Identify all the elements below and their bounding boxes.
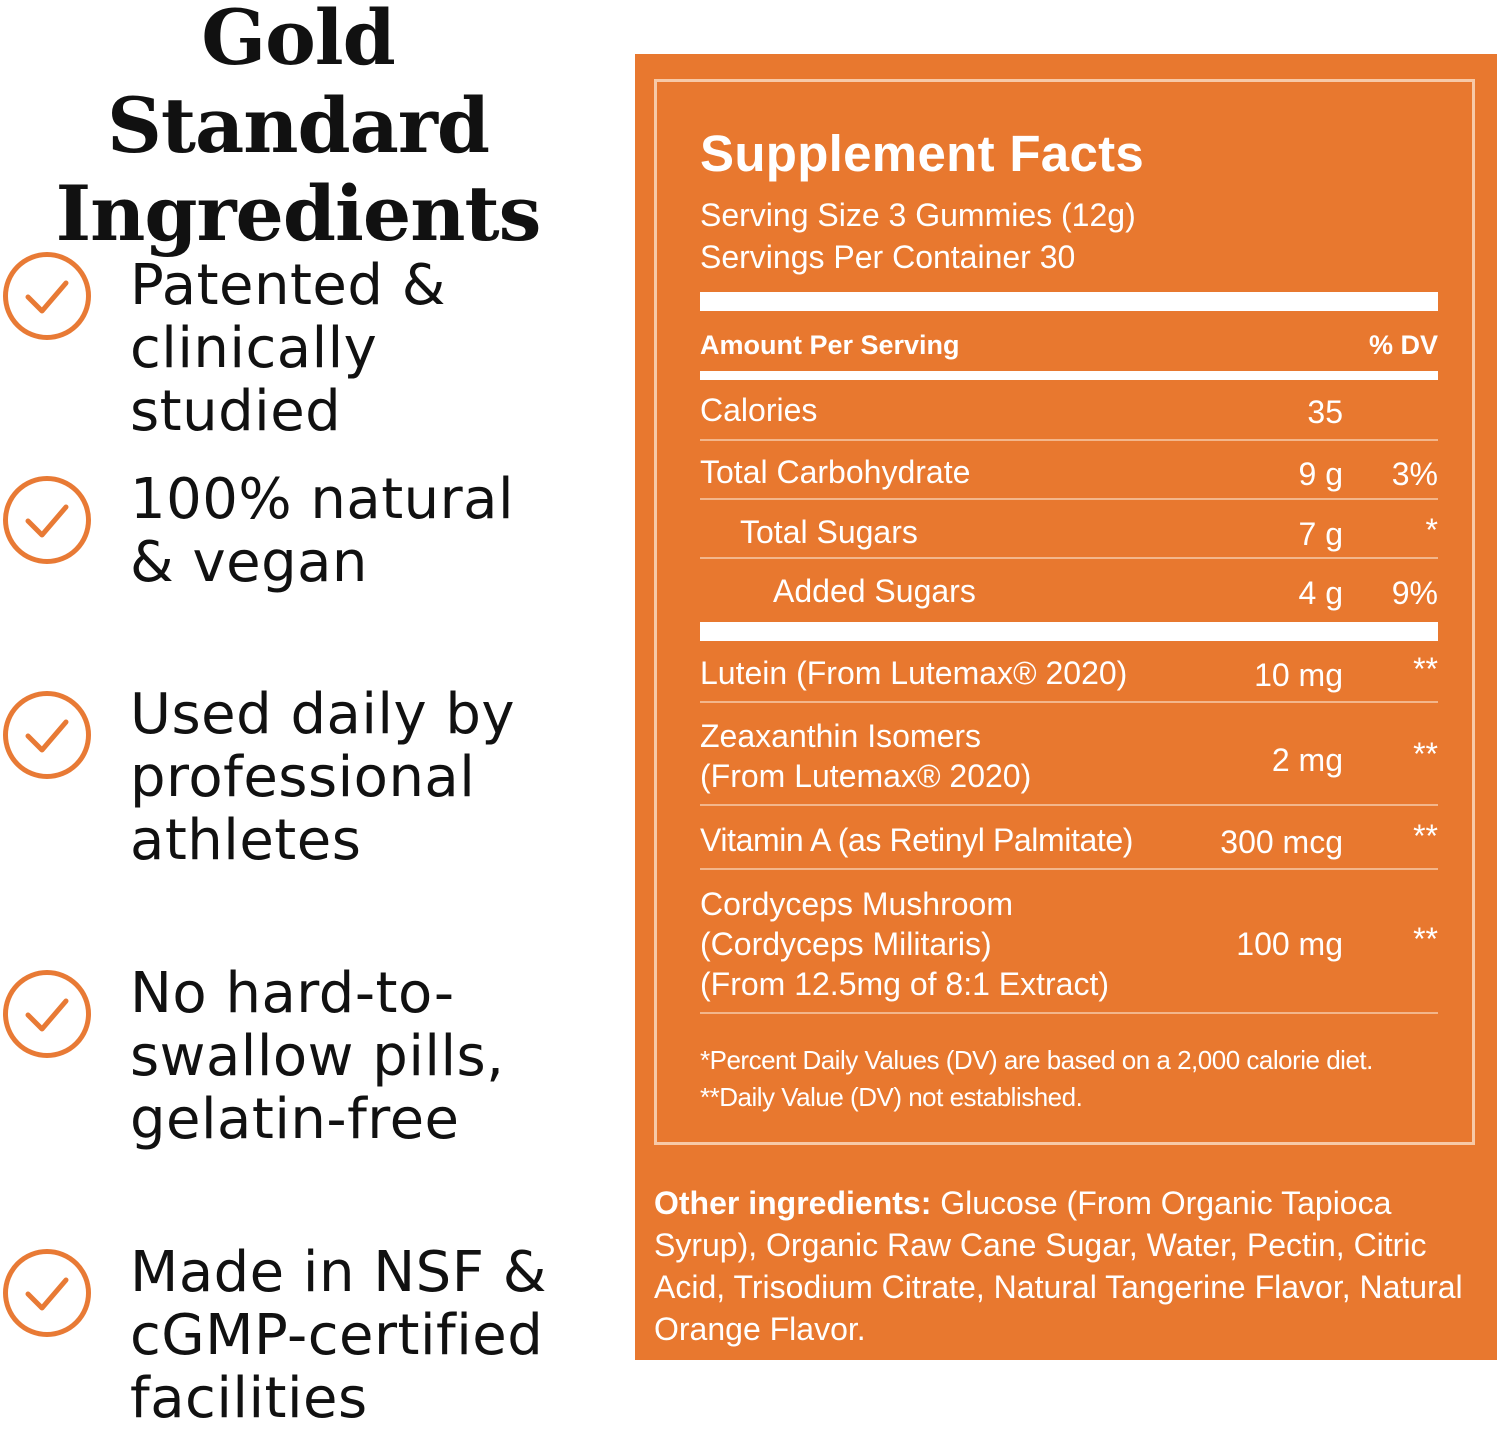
row-divider	[700, 868, 1438, 870]
divider-thick	[700, 622, 1438, 641]
heading-line-1: Gold Standard	[106, 0, 490, 170]
check-circle-icon	[3, 970, 91, 1058]
nutrient-name: Vitamin A (as Retinyl Palmitate)	[700, 822, 1134, 858]
nutrient-dv: *	[1425, 512, 1438, 548]
nutrient-name: Cordyceps Mushroom (Cordyceps Militaris)…	[700, 886, 1110, 1002]
row-divider	[700, 498, 1438, 500]
supplement-panel: Supplement Facts Serving Size 3 Gummies …	[635, 54, 1497, 1360]
nutrient-amount: 10 mg	[1254, 657, 1343, 693]
servings-per-container: Servings Per Container 30	[700, 239, 1076, 275]
serving-size: Serving Size 3 Gummies (12g)	[700, 197, 1136, 233]
nutrient-name: Calories	[700, 392, 818, 428]
row-divider	[700, 439, 1438, 441]
check-circle-icon	[3, 691, 91, 779]
nutrient-amount: 100 mg	[1236, 926, 1343, 962]
divider-thick	[700, 292, 1438, 311]
nutrient-dv: **	[1413, 921, 1438, 957]
nutrient-dv: 3%	[1391, 456, 1438, 492]
check-circle-icon	[3, 1249, 91, 1337]
nutrient-dv: 9%	[1391, 575, 1438, 611]
feature-text: Patented & clinically studied	[130, 253, 446, 444]
nutrient-amount: 9 g	[1298, 456, 1343, 492]
nutrient-name: Total Carbohydrate	[700, 454, 971, 490]
nutrient-amount: 300 mcg	[1220, 824, 1343, 860]
other-ingredients: Other ingredients: Glucose (From Organic…	[654, 1182, 1474, 1350]
nutrient-amount: 7 g	[1298, 516, 1343, 552]
heading-line-2: Ingredients	[55, 169, 542, 258]
feature-text: Made in NSF & cGMP-certified facilities	[130, 1240, 547, 1431]
footnote-not-established: **Daily Value (DV) not established.	[700, 1082, 1083, 1112]
divider-medium	[700, 371, 1438, 380]
check-circle-icon	[3, 252, 91, 340]
dv-header: % DV	[1368, 330, 1438, 360]
amount-per-serving-header: Amount Per Serving	[700, 330, 960, 360]
page-heading: Gold Standard Ingredients	[0, 0, 596, 258]
row-divider	[700, 557, 1438, 559]
nutrient-name: Total Sugars	[740, 514, 918, 550]
feature-text: No hard-to- swallow pills, gelatin-free	[130, 961, 505, 1152]
facts-title: Supplement Facts	[700, 125, 1145, 182]
nutrient-name: Lutein (From Lutemax® 2020)	[700, 655, 1128, 691]
footnote-dv: *Percent Daily Values (DV) are based on …	[700, 1045, 1373, 1075]
row-divider	[700, 1012, 1438, 1014]
nutrient-amount: 4 g	[1298, 575, 1343, 611]
nutrient-amount: 2 mg	[1271, 742, 1343, 778]
other-ingredients-text: Glucose (From Organic Tapioca Syrup), Or…	[654, 1185, 1463, 1347]
feature-text: Used daily by professional athletes	[130, 682, 516, 873]
nutrient-name: Added Sugars	[773, 573, 976, 609]
check-circle-icon	[3, 476, 91, 564]
nutrient-name: Zeaxanthin Isomers (From Lutemax® 2020)	[700, 718, 1032, 794]
feature-text: 100% natural & vegan	[130, 467, 515, 595]
supplement-facts-box: Supplement Facts Serving Size 3 Gummies …	[654, 79, 1475, 1145]
row-divider	[700, 701, 1438, 703]
nutrient-dv: **	[1413, 818, 1438, 854]
nutrient-amount: 35	[1307, 394, 1343, 430]
row-divider	[700, 804, 1438, 806]
nutrient-dv: **	[1413, 736, 1438, 772]
nutrient-dv: **	[1413, 651, 1438, 687]
other-ingredients-label: Other ingredients:	[654, 1185, 932, 1221]
